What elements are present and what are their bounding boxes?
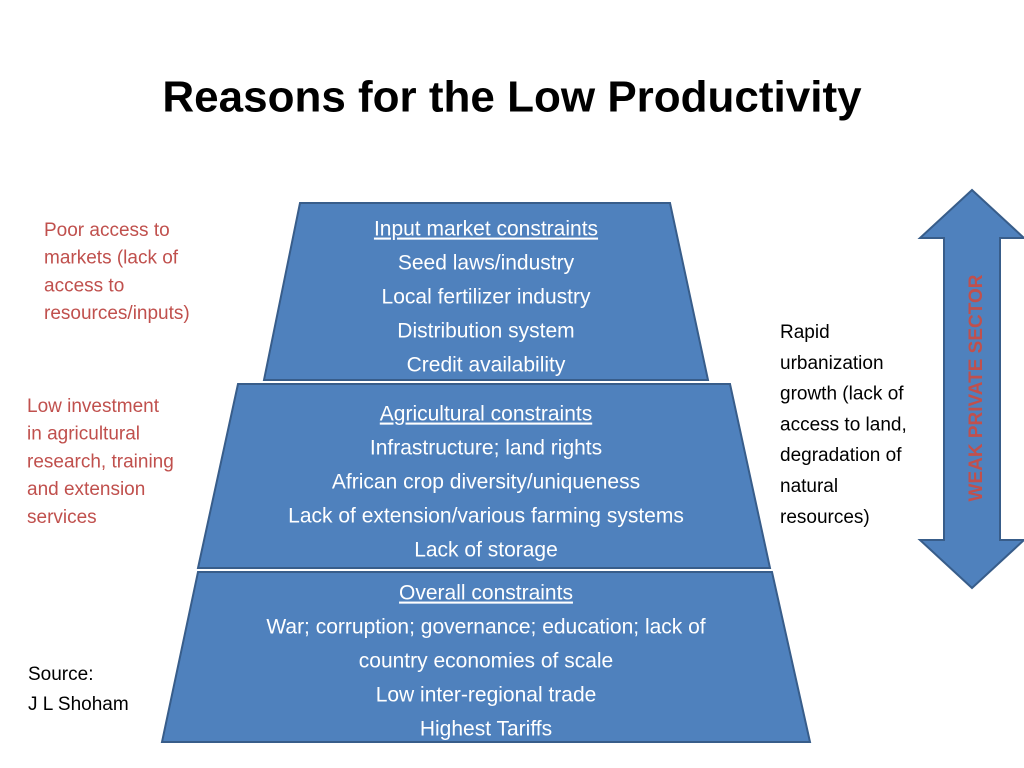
left-note: access to bbox=[44, 275, 124, 296]
right-note: resources) bbox=[780, 507, 870, 528]
level-line: War; corruption; governance; education; … bbox=[266, 616, 705, 639]
left-note: Poor access to bbox=[44, 220, 170, 241]
right-note: urbanization bbox=[780, 353, 884, 374]
level-middle bbox=[196, 383, 772, 569]
level-heading: Input market constraints bbox=[374, 218, 598, 241]
level-line: African crop diversity/uniqueness bbox=[332, 471, 640, 494]
right-note: growth (lack of bbox=[780, 384, 904, 405]
source: J L Shoham bbox=[28, 694, 129, 715]
level-line: Seed laws/industry bbox=[398, 252, 575, 275]
level-line: Lack of extension/various farming system… bbox=[288, 505, 684, 528]
level-line: Low inter-regional trade bbox=[376, 684, 597, 707]
source: Source: bbox=[28, 664, 93, 685]
level-line: Distribution system bbox=[397, 320, 574, 343]
right-note: natural bbox=[780, 476, 838, 497]
level-line: Highest Tariffs bbox=[420, 718, 552, 741]
double-arrow bbox=[917, 188, 1024, 590]
left-note: markets (lack of bbox=[44, 248, 179, 269]
level-top bbox=[262, 202, 710, 381]
text-group: Input market constraints Seed laws/indust… bbox=[27, 218, 907, 741]
left-note: research, training bbox=[27, 451, 174, 472]
level-line: Local fertilizer industry bbox=[382, 286, 591, 309]
level-heading: Overall constraints bbox=[399, 582, 573, 605]
left-note: resources/inputs) bbox=[44, 303, 190, 324]
level-heading: Agricultural constraints bbox=[380, 403, 592, 426]
level-line: Infrastructure; land rights bbox=[370, 437, 602, 460]
right-note: degradation of bbox=[780, 445, 902, 466]
right-note: Rapid bbox=[780, 322, 830, 343]
left-note: and extension bbox=[27, 479, 145, 500]
title: Reasons for the Low Productivity bbox=[162, 73, 862, 122]
left-note: services bbox=[27, 507, 97, 528]
level-bottom bbox=[160, 571, 812, 743]
level-line: country economies of scale bbox=[359, 650, 613, 673]
right-note: access to land, bbox=[780, 414, 907, 435]
level-line: Lack of storage bbox=[414, 539, 558, 562]
left-note: in agricultural bbox=[27, 424, 140, 445]
arrow-label: WEAK PRIVATE SECTOR bbox=[966, 274, 987, 501]
left-note: Low investment bbox=[27, 396, 160, 417]
level-line: Credit availability bbox=[407, 354, 566, 377]
